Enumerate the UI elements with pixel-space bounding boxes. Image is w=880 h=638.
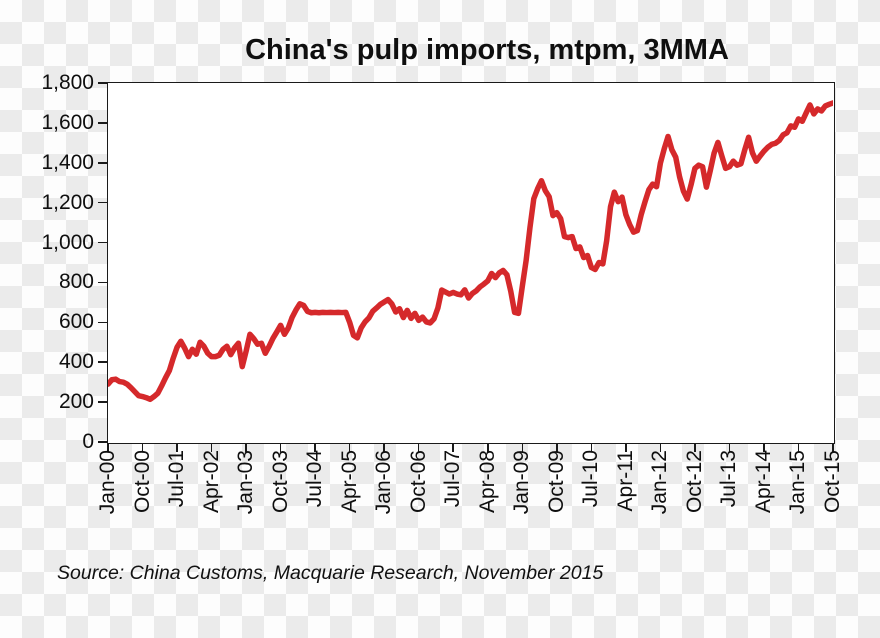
y-tick-label: 1,800 bbox=[41, 71, 94, 94]
x-tick-mark bbox=[210, 443, 213, 452]
x-tick-label: Apr-08 bbox=[475, 450, 499, 514]
x-tick-mark bbox=[176, 443, 178, 452]
x-tick-label: Jul-13 bbox=[717, 450, 741, 508]
x-tick-label: Oct-00 bbox=[130, 450, 154, 514]
x-tick-mark bbox=[487, 443, 489, 452]
x-tick-mark bbox=[728, 443, 731, 452]
x-tick-label: Jan-03 bbox=[234, 450, 258, 515]
x-tick-mark bbox=[797, 443, 800, 452]
x-tick-mark bbox=[417, 443, 420, 452]
x-tick-label: Oct-06 bbox=[406, 450, 430, 514]
source-note: Source: China Customs, Macquarie Researc… bbox=[57, 562, 604, 584]
x-tick-mark bbox=[348, 443, 351, 452]
y-tick-label: 1,200 bbox=[41, 190, 94, 214]
x-tick-label: Oct-12 bbox=[682, 450, 706, 514]
x-tick-label: Jan-09 bbox=[510, 450, 534, 515]
y-tick-label: 1,600 bbox=[41, 110, 94, 134]
y-tick-label: 200 bbox=[58, 390, 94, 414]
x-tick-mark bbox=[314, 443, 316, 452]
x-tick-mark bbox=[659, 443, 662, 452]
x-tick-label: Apr-02 bbox=[199, 450, 223, 514]
chart-title: China's pulp imports, mtpm, 3MMA bbox=[245, 34, 729, 66]
x-tick-label: Apr-05 bbox=[337, 450, 361, 514]
x-tick-mark bbox=[383, 443, 385, 452]
x-tick-mark bbox=[625, 443, 627, 452]
x-tick-mark bbox=[590, 443, 593, 452]
pulp-imports-series-line bbox=[107, 99, 833, 402]
x-tick-mark bbox=[694, 443, 696, 452]
x-tick-mark bbox=[832, 443, 834, 452]
x-tick-label: Apr-11 bbox=[613, 450, 637, 512]
x-tick-label: Jul-01 bbox=[165, 450, 189, 508]
x-tick-mark bbox=[763, 443, 765, 452]
x-tick-mark bbox=[521, 443, 524, 452]
x-tick-label: Jul-04 bbox=[303, 450, 327, 508]
x-tick-label: Apr-14 bbox=[751, 450, 775, 514]
y-tick-label: 600 bbox=[58, 310, 94, 334]
y-tick-label: 0 bbox=[82, 430, 94, 453]
x-tick-mark bbox=[245, 443, 247, 452]
y-tick-label: 800 bbox=[58, 270, 94, 294]
y-tick-label: 400 bbox=[58, 350, 94, 374]
x-tick-label: Jan-00 bbox=[96, 450, 119, 515]
x-tick-label: Jan-15 bbox=[786, 450, 810, 515]
y-tick-label: 1,400 bbox=[41, 150, 94, 174]
x-tick-label: Jan-12 bbox=[648, 450, 672, 515]
x-tick-label: Oct-03 bbox=[268, 450, 292, 514]
x-tick-mark bbox=[556, 443, 558, 452]
x-tick-label: Oct-09 bbox=[544, 450, 568, 514]
x-tick-label: Jul-10 bbox=[579, 450, 603, 508]
x-tick-label: Jan-06 bbox=[372, 450, 396, 515]
x-tick-mark bbox=[279, 443, 282, 452]
x-tick-label: Jul-07 bbox=[441, 450, 465, 508]
x-tick-mark bbox=[141, 443, 144, 452]
x-tick-mark bbox=[452, 443, 454, 452]
pulp-imports-line-chart bbox=[107, 99, 833, 402]
x-tick-mark bbox=[107, 443, 109, 452]
plot-area bbox=[106, 81, 835, 444]
x-tick-label: Oct-15 bbox=[821, 450, 844, 514]
y-tick-label: 1,000 bbox=[41, 230, 94, 254]
